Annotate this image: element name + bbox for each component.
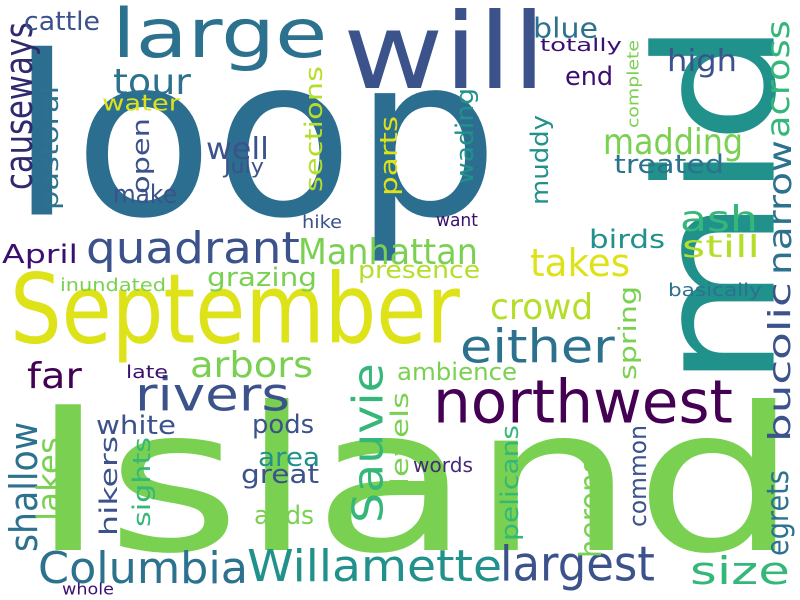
word-presence: presence	[358, 255, 481, 284]
word-make: make	[113, 178, 177, 210]
word-sections: sections	[299, 65, 328, 192]
word-size: size	[690, 548, 790, 594]
word-white: white	[96, 409, 176, 441]
word-totally: totally	[540, 34, 622, 56]
word-will: will	[343, 0, 547, 114]
word-common: common	[623, 425, 652, 527]
word-september: September	[10, 253, 460, 366]
word-inundated: inundated	[60, 274, 166, 296]
word-madding: madding	[603, 120, 744, 163]
word-words: words	[413, 453, 473, 477]
word-cattle: cattle	[24, 5, 100, 37]
word-levels: levels	[385, 392, 414, 486]
word-birds: birds	[589, 223, 666, 255]
word-causeways: causeways	[0, 22, 42, 191]
word-takes: takes	[530, 240, 631, 286]
word-muddy: muddy	[525, 115, 554, 205]
word-sights: sights	[127, 436, 156, 527]
word-blue: blue	[533, 11, 599, 45]
word-either: either	[460, 319, 615, 374]
word-treated: treated	[614, 148, 725, 180]
word-open: open	[126, 118, 155, 194]
word-well: well	[206, 131, 269, 167]
word-narrow: narrow	[761, 140, 799, 275]
word-columbia: Columbia	[38, 542, 249, 594]
word-late: late	[126, 361, 168, 383]
word-hike: hike	[302, 211, 343, 233]
word-complete: complete	[623, 39, 643, 128]
word-across: across	[759, 20, 797, 138]
word-far: far	[27, 354, 82, 397]
word-loop: loop	[10, 8, 500, 268]
word-large: large	[112, 0, 328, 74]
word-sauvie: Sauvie	[343, 363, 393, 523]
word-adds: adds	[254, 499, 315, 531]
word-april: April	[2, 238, 78, 270]
word-still: still	[682, 229, 760, 265]
word-pelicans: pelicans	[495, 424, 524, 541]
word-crowd: crowd	[490, 285, 594, 328]
word-grazing: grazing	[207, 261, 317, 293]
word-arbors: arbors	[190, 343, 314, 386]
word-largest: largest	[500, 535, 655, 592]
word-egrets: egrets	[760, 470, 796, 556]
word-quadrant: quadrant	[86, 222, 300, 274]
word-rivers: rivers	[135, 367, 290, 422]
word-want: want	[436, 209, 478, 231]
word-july: July	[224, 154, 264, 178]
word-island: Island	[30, 364, 799, 598]
word-whole: whole	[62, 579, 114, 599]
word-basically: basically	[668, 279, 762, 301]
word-bucolic: bucolic	[762, 282, 798, 442]
word-lakes: lakes	[30, 436, 68, 521]
word-high: high	[667, 43, 738, 79]
word-willamette: Willamette	[247, 540, 503, 592]
word-wading: wading	[450, 87, 479, 184]
word-hikers: hikers	[94, 435, 123, 536]
word-pastoral: pastoral	[35, 85, 64, 210]
word-water: water	[102, 90, 180, 116]
word-ash: ash	[680, 197, 758, 240]
word-tour: tour	[113, 60, 191, 103]
word-manhattan: Manhattan	[298, 230, 478, 273]
word-northwest: northwest	[433, 366, 733, 437]
word-spring: spring	[613, 285, 642, 380]
word-area: area	[258, 441, 320, 473]
word-pods: pods	[252, 408, 315, 440]
word-ambience: ambience	[397, 357, 518, 386]
word-parts: parts	[374, 115, 403, 196]
word-herons: herons	[573, 457, 609, 558]
word-great: great	[241, 458, 320, 490]
word-end: end	[565, 60, 614, 92]
